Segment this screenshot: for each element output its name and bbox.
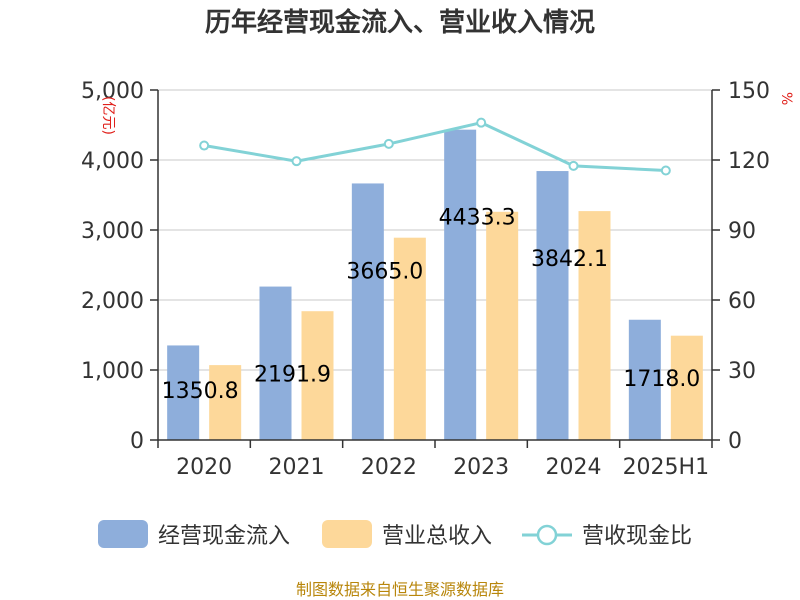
- right-tick-label: 0: [728, 429, 742, 454]
- right-tick-label: 90: [728, 219, 756, 244]
- x-tick-label: 2023: [453, 455, 509, 480]
- chart-title: 历年经营现金流入、营业收入情况: [205, 7, 595, 38]
- right-tick-label: 30: [728, 359, 756, 384]
- legend-swatch: [98, 520, 148, 548]
- ratio-line: [199, 117, 671, 176]
- data-labels: 1350.8 2191.9 3665.0 4433.3 3842.1 1718.0: [162, 206, 701, 404]
- ratio-line-path: [203, 121, 666, 172]
- bar-cash-inflow: [628, 319, 661, 440]
- left-tick-label: 1,000: [81, 359, 144, 384]
- left-tick-label: 0: [130, 429, 144, 454]
- grid-lines: [158, 89, 712, 371]
- bar-revenue: [486, 211, 519, 440]
- left-axis-unit: (亿元): [100, 96, 116, 135]
- bar-revenue: [578, 211, 611, 440]
- right-tick-label: 150: [728, 79, 770, 104]
- data-label: 3842.1: [531, 247, 608, 272]
- ratio-point: [291, 156, 302, 167]
- legend-swatch: [322, 520, 372, 548]
- bar-revenue: [301, 311, 334, 440]
- bar-cash-inflow: [536, 171, 569, 441]
- legend-label: 经营现金流入: [158, 524, 290, 549]
- right-tick-label: 120: [728, 149, 770, 174]
- bar-cash-inflow: [351, 183, 384, 440]
- ratio-point: [199, 140, 210, 151]
- bar-revenue: [209, 365, 242, 440]
- legend: 经营现金流入 营业总收入 营收现金比: [98, 520, 692, 549]
- data-label: 4433.3: [439, 206, 516, 231]
- left-tick-label: 3,000: [81, 219, 144, 244]
- ratio-point: [568, 160, 579, 171]
- legend-marker: [536, 524, 558, 546]
- data-label: 3665.0: [346, 259, 423, 284]
- bar-cash-inflow: [444, 129, 477, 440]
- bar-revenue: [393, 237, 426, 440]
- legend-label: 营收现金比: [582, 524, 692, 549]
- x-tick-label: 2020: [176, 455, 232, 480]
- legend-label: 营业总收入: [382, 524, 492, 549]
- bar-revenue: [670, 335, 703, 440]
- left-tick-label: 5,000: [81, 79, 144, 104]
- x-tick-label: 2022: [361, 455, 417, 480]
- right-tick-label: 60: [728, 289, 756, 314]
- x-tick-label: 2024: [546, 455, 602, 480]
- right-axis-unit: %: [778, 92, 794, 105]
- left-tick-label: 2,000: [81, 289, 144, 314]
- bar-cash-inflow: [167, 345, 200, 440]
- data-label: 2191.9: [254, 363, 331, 388]
- ratio-point: [383, 138, 394, 149]
- source-note: 制图数据来自恒生聚源数据库: [296, 580, 504, 599]
- bars: [167, 129, 703, 441]
- data-label: 1350.8: [162, 379, 239, 404]
- x-tick-label: 2025H1: [623, 455, 710, 480]
- ratio-point: [660, 165, 671, 176]
- x-tick-label: 2021: [269, 455, 325, 480]
- ratio-point: [476, 117, 487, 128]
- data-label: 1718.0: [623, 367, 700, 392]
- axes: 0 1,000 2,000 3,000 4,000 5,000 0 30 60 90 120 150 2…: [81, 79, 770, 480]
- left-tick-label: 4,000: [81, 149, 144, 174]
- bar-cash-inflow: [259, 286, 292, 440]
